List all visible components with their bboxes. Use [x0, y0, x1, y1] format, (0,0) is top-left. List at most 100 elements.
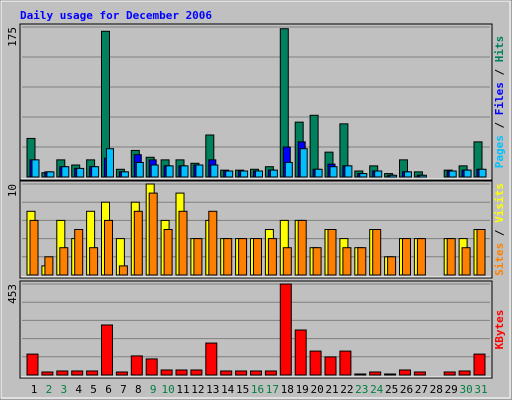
x-tick-label: 2 — [46, 383, 53, 396]
bar — [446, 238, 456, 276]
legend-entry: Pages — [493, 135, 506, 168]
bar — [61, 166, 70, 178]
bar — [210, 164, 219, 178]
x-tick-label: 16 — [251, 383, 264, 396]
x-tick-label: 29 — [445, 383, 458, 396]
bar — [163, 229, 173, 276]
legend-entry: KBytes — [493, 310, 506, 350]
bar — [284, 161, 293, 178]
x-tick-label: 21 — [325, 383, 338, 396]
bar — [384, 373, 397, 376]
bar — [269, 169, 278, 178]
bar — [150, 164, 159, 178]
x-tick-label: 24 — [370, 383, 384, 396]
legend-separator: / — [493, 62, 506, 82]
bar — [339, 350, 352, 376]
bar — [357, 247, 367, 276]
x-tick-label: 10 — [161, 383, 174, 396]
bar — [473, 353, 486, 376]
bar — [145, 358, 158, 376]
bar — [443, 371, 456, 376]
bar — [76, 167, 85, 178]
x-tick-label: 31 — [474, 383, 487, 396]
bar — [235, 370, 248, 376]
legend: Pages / Files / Hits — [493, 36, 506, 169]
x-tick-label: 27 — [415, 383, 428, 396]
bar — [178, 210, 188, 276]
y-tick-label: 453 — [6, 284, 19, 304]
x-tick-label: 28 — [430, 383, 443, 396]
bar — [44, 256, 54, 276]
bar — [418, 174, 427, 178]
bar — [56, 370, 69, 376]
bar — [250, 370, 262, 376]
x-tick-label: 4 — [75, 383, 82, 396]
x-tick-label: 22 — [340, 383, 353, 396]
bar — [297, 219, 307, 276]
x-tick-label: 1 — [31, 383, 38, 396]
bar — [463, 169, 472, 178]
bar — [118, 265, 128, 276]
bar — [104, 219, 113, 276]
bar — [327, 229, 337, 276]
bar — [205, 342, 218, 376]
bar — [148, 192, 158, 276]
bar — [71, 370, 84, 376]
bar — [240, 170, 249, 178]
bar — [253, 238, 262, 276]
bar — [220, 370, 233, 376]
bar — [369, 371, 382, 376]
bar — [160, 369, 173, 376]
bar — [31, 159, 40, 178]
x-tick-label: 17 — [266, 383, 279, 396]
bar — [309, 114, 319, 178]
bar — [402, 238, 411, 276]
bar — [344, 165, 353, 178]
bar — [190, 369, 203, 376]
x-tick-label: 5 — [90, 383, 97, 396]
x-tick-label: 20 — [310, 383, 323, 396]
bar — [120, 171, 129, 178]
bar — [279, 283, 292, 376]
legend-entry: Sites — [493, 243, 506, 276]
bar — [342, 247, 352, 276]
bar — [461, 247, 471, 276]
bar — [175, 369, 188, 376]
bar — [193, 238, 203, 276]
bar — [26, 353, 39, 376]
bar — [223, 238, 233, 276]
bar — [282, 247, 292, 276]
bar — [387, 256, 397, 276]
bar — [404, 171, 412, 178]
bar — [135, 161, 144, 178]
panel — [19, 280, 493, 379]
legend: Sites / Visits — [493, 183, 506, 276]
x-tick-label: 7 — [120, 383, 127, 396]
x-tick-label: 12 — [191, 383, 204, 396]
bar — [208, 210, 218, 276]
x-tick-label: 25 — [385, 383, 398, 396]
bar — [106, 148, 114, 178]
bar — [101, 324, 113, 376]
bar — [59, 247, 69, 276]
bar — [374, 170, 383, 178]
bar — [478, 168, 487, 178]
x-tick-label: 19 — [296, 383, 309, 396]
bar — [354, 373, 367, 376]
bar — [180, 165, 189, 178]
bar — [476, 229, 486, 276]
bar — [74, 229, 84, 276]
bar — [413, 371, 426, 376]
bar — [133, 210, 143, 276]
bar — [309, 350, 322, 376]
x-tick-label: 14 — [221, 383, 235, 396]
bar — [372, 229, 382, 276]
bar — [299, 148, 308, 178]
bar — [329, 166, 338, 178]
bar — [115, 371, 128, 376]
x-tick-label: 6 — [105, 383, 112, 396]
legend-entry: Files — [493, 82, 506, 115]
bar — [86, 370, 99, 376]
